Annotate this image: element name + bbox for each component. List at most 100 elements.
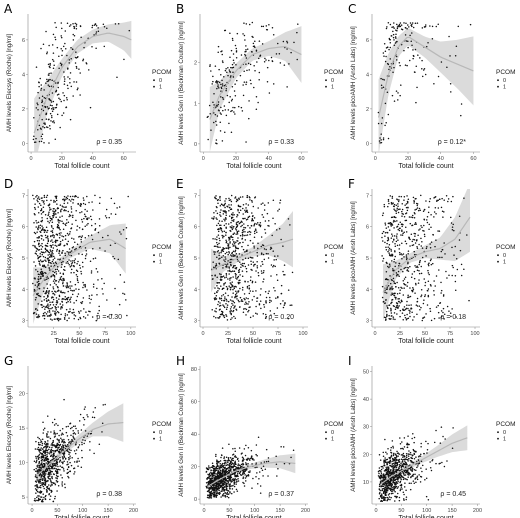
- data-point: [56, 449, 59, 451]
- data-point: [219, 313, 222, 316]
- data-point: [216, 486, 219, 488]
- data-point: [409, 265, 411, 268]
- data-point: [234, 450, 236, 453]
- data-point: [42, 290, 45, 293]
- data-point: [235, 286, 237, 288]
- data-point: [390, 201, 393, 204]
- data-point: [254, 281, 257, 283]
- data-point: [35, 313, 38, 315]
- data-point: [216, 82, 218, 84]
- data-point: [95, 31, 98, 33]
- data-point: [396, 59, 398, 61]
- data-point: [97, 312, 99, 315]
- x-tick-label: 75: [447, 331, 453, 337]
- data-point: [218, 237, 221, 240]
- data-point: [260, 245, 262, 248]
- data-point: [42, 315, 44, 317]
- data-point: [382, 78, 384, 81]
- data-point: [70, 46, 72, 49]
- data-point: [210, 491, 212, 493]
- data-point: [38, 474, 41, 476]
- x-axis-title: Total follicle count: [54, 163, 109, 170]
- data-point: [223, 277, 226, 279]
- data-point: [42, 312, 45, 315]
- data-point: [438, 269, 440, 271]
- data-point: [385, 292, 388, 294]
- data-point: [53, 454, 55, 457]
- data-point: [61, 483, 63, 485]
- data-point: [36, 448, 38, 450]
- data-point: [244, 307, 246, 310]
- data-point: [404, 240, 407, 242]
- data-point: [32, 312, 35, 315]
- data-point: [61, 208, 63, 210]
- data-point: [47, 254, 49, 256]
- y-tick-label: 3: [366, 319, 369, 325]
- data-point: [233, 62, 235, 64]
- x-tick-label: 50: [398, 508, 404, 514]
- data-point: [217, 317, 219, 319]
- data-point: [218, 273, 221, 275]
- data-point: [42, 274, 44, 276]
- data-point: [403, 256, 405, 258]
- data-point: [234, 106, 236, 109]
- data-point: [37, 283, 40, 285]
- data-point: [70, 227, 73, 229]
- data-point: [397, 200, 400, 203]
- data-point: [406, 300, 408, 303]
- data-point: [249, 290, 252, 292]
- data-point: [61, 298, 63, 300]
- data-point: [239, 466, 242, 469]
- data-point: [236, 458, 239, 461]
- data-point: [86, 210, 88, 212]
- data-point: [380, 77, 382, 80]
- data-point: [210, 129, 212, 131]
- data-point: [420, 306, 422, 309]
- fit-line: [210, 238, 294, 272]
- data-point: [269, 310, 272, 312]
- data-point: [57, 458, 60, 460]
- data-point: [41, 464, 43, 466]
- data-point: [246, 196, 249, 199]
- data-point: [39, 465, 41, 467]
- data-point: [235, 233, 237, 235]
- data-point: [398, 62, 401, 64]
- data-point: [253, 236, 256, 238]
- data-point: [48, 309, 51, 312]
- data-point: [223, 105, 226, 107]
- data-point: [242, 241, 244, 244]
- data-point: [224, 206, 226, 209]
- data-point: [237, 240, 239, 242]
- data-point: [249, 227, 251, 229]
- data-point: [53, 278, 56, 281]
- data-point: [236, 230, 238, 233]
- data-point: [395, 55, 398, 58]
- data-point: [260, 265, 262, 267]
- data-point: [83, 199, 85, 201]
- data-point: [50, 307, 52, 310]
- data-point: [47, 480, 49, 482]
- data-point: [37, 457, 40, 459]
- data-point: [48, 72, 50, 75]
- data-point: [380, 133, 382, 135]
- data-point: [430, 319, 433, 322]
- data-point: [216, 218, 218, 220]
- data-point: [245, 463, 247, 466]
- data-point: [54, 290, 56, 293]
- data-point: [230, 194, 233, 197]
- data-point: [73, 314, 75, 316]
- data-point: [55, 461, 58, 463]
- data-point: [388, 229, 391, 231]
- data-point: [80, 241, 83, 243]
- data-point: [90, 218, 93, 221]
- data-point: [458, 239, 461, 241]
- data-point: [240, 263, 242, 265]
- data-point: [241, 452, 243, 454]
- data-point: [93, 24, 96, 26]
- data-point: [73, 437, 75, 439]
- x-tick-label: 100: [250, 508, 259, 514]
- data-point: [50, 313, 52, 315]
- data-point: [59, 468, 61, 471]
- data-point: [36, 199, 38, 201]
- data-point: [91, 238, 94, 241]
